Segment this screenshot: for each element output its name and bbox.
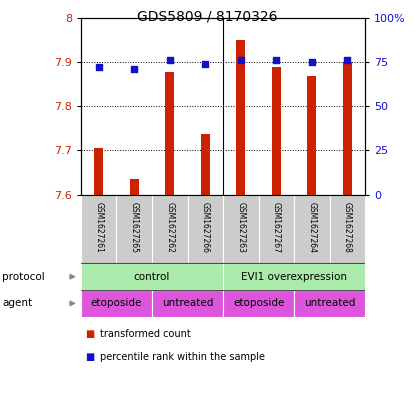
Bar: [308, 76, 316, 195]
Text: GSM1627262: GSM1627262: [165, 202, 174, 253]
Text: ■: ■: [85, 329, 94, 340]
Text: GSM1627268: GSM1627268: [343, 202, 352, 253]
Text: GSM1627266: GSM1627266: [201, 202, 210, 253]
Bar: [237, 40, 245, 195]
Bar: [330, 195, 365, 263]
Text: protocol: protocol: [2, 272, 45, 282]
Bar: [130, 179, 139, 195]
Text: control: control: [134, 272, 170, 282]
Point: [131, 66, 137, 72]
Text: GSM1627265: GSM1627265: [130, 202, 139, 253]
Bar: [188, 195, 223, 263]
Bar: [294, 290, 365, 317]
Point: [309, 59, 315, 65]
Bar: [152, 195, 188, 263]
Point: [344, 57, 351, 63]
Bar: [152, 290, 223, 317]
Bar: [223, 263, 365, 290]
Point: [166, 57, 173, 63]
Bar: [94, 148, 103, 195]
Text: etoposide: etoposide: [91, 298, 142, 309]
Text: GSM1627261: GSM1627261: [94, 202, 103, 253]
Text: GDS5809 / 8170326: GDS5809 / 8170326: [137, 10, 278, 24]
Text: GSM1627267: GSM1627267: [272, 202, 281, 253]
Bar: [81, 290, 152, 317]
Text: agent: agent: [2, 298, 32, 309]
Bar: [343, 62, 352, 195]
Text: GSM1627264: GSM1627264: [308, 202, 316, 253]
Bar: [81, 195, 117, 263]
Text: untreated: untreated: [304, 298, 355, 309]
Text: EVI1 overexpression: EVI1 overexpression: [241, 272, 347, 282]
Bar: [294, 195, 330, 263]
Bar: [81, 263, 223, 290]
Bar: [272, 67, 281, 195]
Text: transformed count: transformed count: [100, 329, 190, 340]
Bar: [117, 195, 152, 263]
Point: [95, 64, 102, 70]
Bar: [165, 72, 174, 195]
Point: [273, 57, 280, 63]
Bar: [223, 195, 259, 263]
Text: GSM1627263: GSM1627263: [236, 202, 245, 253]
Point: [202, 61, 209, 67]
Bar: [223, 290, 294, 317]
Text: percentile rank within the sample: percentile rank within the sample: [100, 352, 265, 362]
Point: [237, 57, 244, 63]
Text: etoposide: etoposide: [233, 298, 284, 309]
Bar: [201, 134, 210, 195]
Text: untreated: untreated: [162, 298, 213, 309]
Bar: [259, 195, 294, 263]
Text: ■: ■: [85, 352, 94, 362]
